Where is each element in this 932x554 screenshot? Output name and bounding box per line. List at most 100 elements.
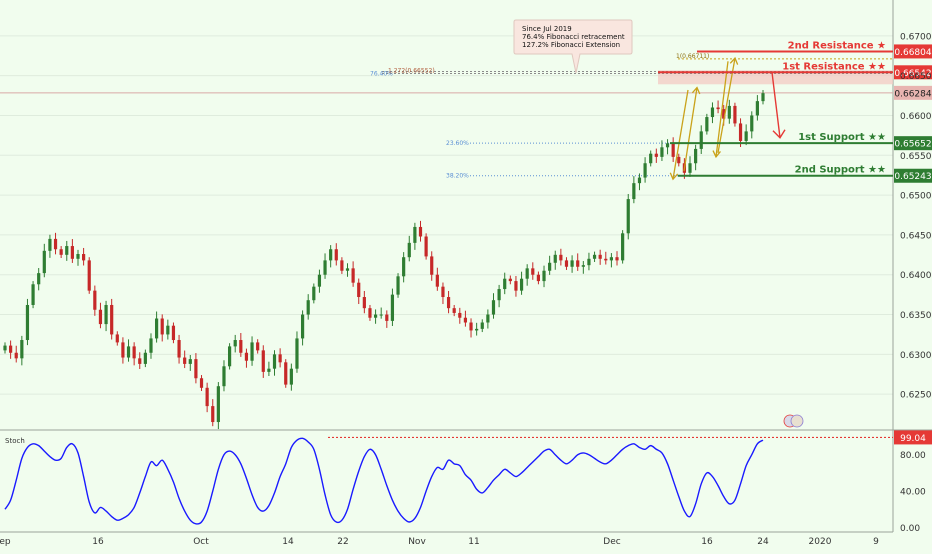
candle-body [166, 325, 170, 335]
candle-body [48, 238, 52, 251]
candle-body [138, 358, 142, 364]
candle-body [643, 163, 647, 178]
candle-body [435, 274, 439, 287]
candle-body [340, 260, 344, 271]
candle-body [284, 362, 288, 385]
candle-body [93, 290, 97, 310]
candle-body [357, 282, 361, 298]
candle-body [694, 148, 698, 164]
candle-body [660, 147, 664, 157]
candles-layer [3, 89, 765, 430]
candle-body [418, 226, 423, 237]
fib-764-label: 76.40% [370, 71, 393, 78]
candle-body [654, 153, 658, 157]
stoch-line [4, 437, 764, 525]
candle-body [570, 260, 574, 267]
candle-body [446, 297, 451, 309]
candle-body [76, 254, 80, 259]
annotation-box [513, 19, 633, 74]
candle-body [486, 314, 490, 323]
candle-body [177, 340, 181, 358]
arrow-down-1-head [669, 172, 679, 181]
candle-body [379, 314, 383, 316]
candle-body [531, 268, 535, 275]
candle-body [458, 312, 462, 318]
level-price-badge-3 [894, 136, 932, 151]
current-price-text: 0.66284 [894, 89, 931, 99]
candle-body [70, 246, 74, 259]
time-tick-label-2: Oct [193, 537, 209, 547]
candle-body [256, 342, 260, 351]
candle-body [31, 284, 35, 305]
candle-body [194, 359, 198, 379]
candle-body [632, 183, 636, 200]
candle-body [351, 268, 355, 283]
candle-body [211, 406, 215, 423]
candle-body [267, 368, 271, 372]
candle-body [480, 322, 484, 329]
candle-body [53, 238, 58, 250]
candle-body [9, 345, 13, 353]
candle-body [239, 340, 243, 353]
candle-body [261, 350, 265, 372]
candle-body [272, 354, 277, 369]
candle-body [548, 262, 552, 271]
event-flag-icon-2[interactable] [790, 414, 804, 428]
grid-layer [0, 0, 932, 533]
candle-body [649, 153, 653, 164]
candle-body [199, 378, 204, 388]
time-tick-label-0: ep [0, 537, 11, 547]
candle-body [452, 308, 456, 313]
candle-body [345, 268, 350, 271]
candle-body [155, 318, 159, 339]
candle-body [3, 345, 7, 351]
candle-body [699, 131, 703, 149]
level-label-4: 2nd Support ★★ [795, 165, 886, 176]
candle-body [621, 233, 625, 261]
candle-body [604, 258, 608, 261]
candle-body [126, 346, 131, 358]
candle-body [385, 314, 389, 321]
candle-body [609, 257, 613, 261]
candle-body [244, 352, 249, 361]
annotation-line-1: Since Jul 2019 [522, 25, 572, 33]
candle-body [115, 334, 119, 343]
candle-body [581, 265, 585, 267]
candle-body [525, 268, 529, 279]
arrow-down-1 [672, 89, 689, 180]
candle-body [396, 276, 400, 295]
candle-body [110, 304, 114, 335]
time-axis[interactable]: ep 16 Oct 14 22 Nov 11 Dec 16 24 2020 9 [0, 537, 879, 547]
candle-body [592, 254, 597, 259]
candle-body [300, 314, 305, 339]
candle-body [497, 289, 501, 301]
stoch-value-badge [894, 430, 932, 445]
candle-body [716, 107, 720, 110]
candle-body [402, 257, 406, 277]
candle-body [598, 254, 602, 259]
candle-body [98, 309, 103, 325]
current-price-badge [894, 85, 932, 100]
candle-body [149, 338, 153, 353]
arrow-down-2-head [712, 150, 721, 159]
candle-body [491, 300, 496, 315]
candle-body [514, 281, 518, 291]
candle-body [424, 236, 428, 257]
candle-body [722, 109, 726, 119]
candle-body [37, 273, 41, 285]
candle-body [576, 260, 580, 267]
candle-body [14, 352, 18, 359]
candle-body [362, 297, 366, 309]
arrow-up-1 [683, 87, 698, 172]
candle-body [626, 199, 630, 234]
price-tick-label-9: 0.67000 [900, 32, 932, 42]
candle-body [143, 352, 147, 364]
